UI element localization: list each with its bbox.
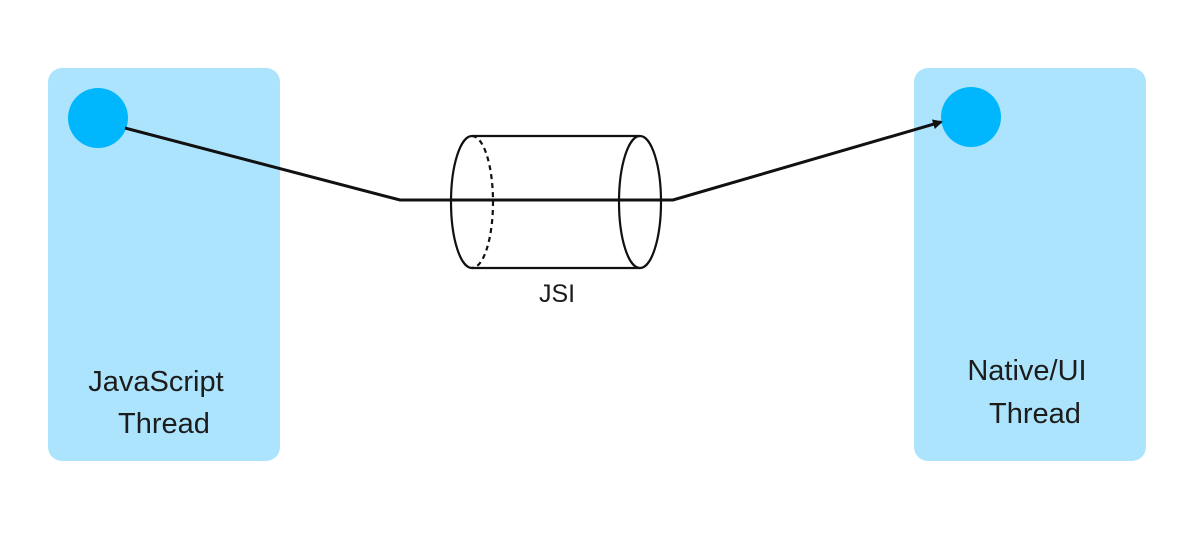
javascript-thread-label-line1: JavaScript — [88, 366, 223, 398]
jsi-connection-arrow — [124, 119, 943, 202]
svg-text:JavaScript Thread: JavaScript Thread — [88, 366, 231, 440]
javascript-thread-box: JavaScript Thread — [48, 68, 280, 461]
native-ui-thread-label-line1: Native/UI — [967, 355, 1086, 387]
native-ui-thread-panel — [914, 68, 1146, 461]
jsi-cylinder-right-cap — [617, 134, 663, 270]
svg-text:Native/UI Thread: Native/UI Thread — [967, 355, 1094, 430]
native-ui-thread-node — [941, 87, 1001, 147]
jsi-cylinder-left-cap-front — [449, 134, 473, 270]
javascript-thread-label-line2: Thread — [118, 408, 210, 440]
javascript-thread-panel — [48, 68, 280, 461]
javascript-thread-node — [68, 88, 128, 148]
native-ui-thread-label-line2: Thread — [989, 398, 1081, 430]
jsi-cylinder-left-cap-back — [471, 134, 495, 270]
jsi-label: JSI — [539, 280, 575, 308]
native-ui-thread-box: Native/UI Thread — [914, 68, 1146, 461]
jsi-cylinder — [449, 134, 663, 270]
